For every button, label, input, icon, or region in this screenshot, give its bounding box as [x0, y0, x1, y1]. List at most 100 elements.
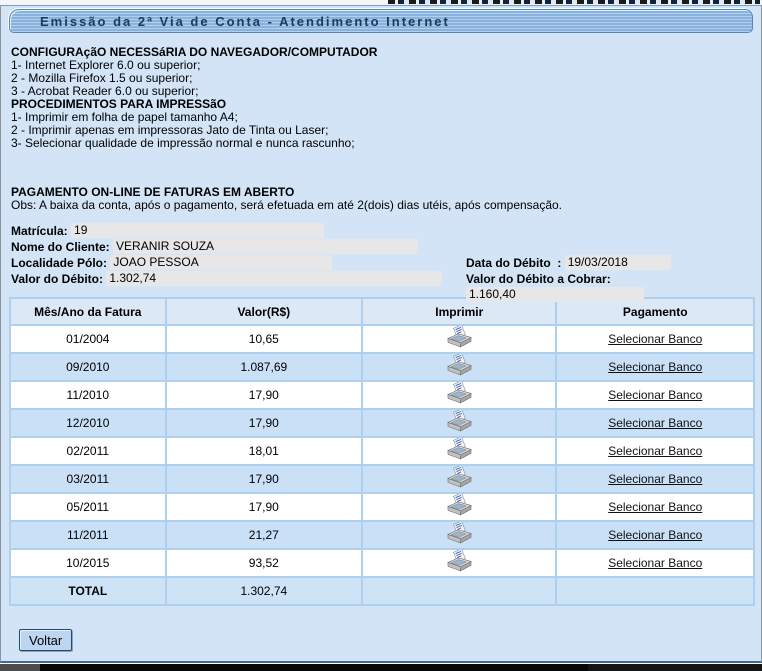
- instructions-block: CONFIGURAçãO NECESSáRIA DO NAVEGADOR/COM…: [11, 46, 761, 212]
- printer-icon[interactable]: [445, 436, 473, 462]
- print-heading: PROCEDIMENTOS PARA IMPRESSãO: [11, 97, 227, 111]
- table-row: 02/2011 18,01 Selecionar: [9, 436, 755, 466]
- divider: [0, 663, 762, 664]
- debit-value: 1.302,74: [106, 271, 443, 286]
- print-item: 2 - Imprimir apenas em impressoras Jato …: [11, 123, 329, 137]
- config-item: 3 - Acrobat Reader 6.0 ou superior;: [11, 84, 199, 98]
- debit-to-charge-value: 1.160,40: [466, 287, 644, 302]
- select-bank-link[interactable]: Selecionar Banco: [608, 472, 703, 486]
- payment-heading: PAGAMENTO ON-LINE DE FATURAS EM ABERTO: [11, 185, 295, 199]
- debit-date-group: Data do Débito : 19/03/2018: [466, 255, 671, 271]
- invoice-payment-cell: Selecionar Banco: [555, 408, 755, 438]
- printer-icon[interactable]: [445, 380, 473, 406]
- spacer: [11, 150, 761, 186]
- header-month: Mês/Ano da Fatura: [9, 297, 167, 326]
- invoice-payment-cell: Selecionar Banco: [555, 436, 755, 466]
- select-bank-link[interactable]: Selecionar Banco: [608, 444, 703, 458]
- locality-value: JOAO PESSOA: [110, 255, 333, 270]
- invoice-value-cell: 93,52: [164, 548, 364, 578]
- debit-date-label: Data do Débito :: [466, 256, 562, 270]
- printer-icon[interactable]: [445, 492, 473, 518]
- select-bank-link[interactable]: Selecionar Banco: [608, 332, 703, 346]
- table-row: 01/2004 10,65 Selecionar: [9, 324, 755, 354]
- matricula-label: Matrícula:: [11, 224, 68, 238]
- invoice-print-cell: [361, 324, 558, 354]
- table-row: 11/2011 21,27 Selecionar: [9, 520, 755, 550]
- print-item: 1- Imprimir em folha de papel tamanho A4…: [11, 110, 238, 124]
- table-row: 05/2011 17,90 Selecionar: [9, 492, 755, 522]
- invoice-value-cell: 17,90: [164, 380, 364, 410]
- page-title-bar: Emissão da 2ª Via de Conta - Atendimento…: [9, 9, 753, 33]
- invoice-value-cell: 17,90: [164, 408, 364, 438]
- printer-icon[interactable]: [445, 520, 473, 546]
- invoice-payment-cell: Selecionar Banco: [555, 492, 755, 522]
- locality-label: Localidade Pólo:: [11, 256, 108, 270]
- total-label: TOTAL: [9, 576, 167, 606]
- table-total-row: TOTAL 1.302,74: [9, 576, 755, 606]
- debit-to-charge-group: Valor do Débito a Cobrar: 1.160,40: [466, 271, 761, 303]
- invoice-payment-cell: Selecionar Banco: [555, 324, 755, 354]
- printer-icon[interactable]: [445, 324, 473, 350]
- page-body: Emissão da 2ª Via de Conta - Atendimento…: [0, 5, 762, 663]
- invoice-print-cell: [361, 408, 558, 438]
- invoice-print-cell: [361, 492, 558, 522]
- total-value: 1.302,74: [164, 576, 364, 606]
- invoice-print-cell: [361, 520, 558, 550]
- select-bank-link[interactable]: Selecionar Banco: [608, 556, 703, 570]
- invoice-value-cell: 18,01: [164, 436, 364, 466]
- config-heading: CONFIGURAçãO NECESSáRIA DO NAVEGADOR/COM…: [11, 45, 378, 59]
- locality-row: Localidade Pólo: JOAO PESSOA Data do Déb…: [11, 255, 761, 271]
- printer-icon[interactable]: [445, 408, 473, 434]
- invoice-month-cell: 11/2011: [9, 520, 167, 550]
- payment-note: Obs: A baixa da conta, após o pagamento,…: [11, 198, 563, 212]
- cutoff-text-marks: [388, 0, 760, 4]
- invoice-print-cell: [361, 352, 558, 382]
- customer-info: Matrícula: 19 Nome do Cliente: VERANIR S…: [11, 223, 761, 302]
- print-item: 3- Selecionar qualidade de impressão nor…: [11, 136, 355, 150]
- invoice-payment-cell: Selecionar Banco: [555, 520, 755, 550]
- select-bank-link[interactable]: Selecionar Banco: [608, 388, 703, 402]
- config-item: 1- Internet Explorer 6.0 ou superior;: [11, 58, 201, 72]
- page-title: Emissão da 2ª Via de Conta - Atendimento…: [40, 13, 450, 29]
- printer-icon[interactable]: [445, 548, 473, 574]
- printer-icon[interactable]: [445, 352, 473, 378]
- table-row: 09/2010 1.087,69 Selecion: [9, 352, 755, 382]
- debit-value-row: Valor do Débito: 1.302,74 Valor do Débit…: [11, 271, 761, 302]
- total-payment-cell-empty: [555, 576, 755, 606]
- invoice-month-cell: 02/2011: [9, 436, 167, 466]
- invoice-print-cell: [361, 548, 558, 578]
- invoice-month-cell: 01/2004: [9, 324, 167, 354]
- invoice-payment-cell: Selecionar Banco: [555, 380, 755, 410]
- config-item: 2 - Mozilla Firefox 1.5 ou superior;: [11, 71, 193, 85]
- back-button[interactable]: Voltar: [19, 629, 73, 651]
- matricula-row: Matrícula: 19: [11, 223, 761, 239]
- invoice-month-cell: 10/2015: [9, 548, 167, 578]
- invoice-month-cell: 05/2011: [9, 492, 167, 522]
- invoice-month-cell: 09/2010: [9, 352, 167, 382]
- invoice-value-cell: 10,65: [164, 324, 364, 354]
- header-print: Imprimir: [361, 297, 558, 326]
- matricula-value: 19: [71, 223, 325, 238]
- invoice-payment-cell: Selecionar Banco: [555, 464, 755, 494]
- footer-area: Voltar: [19, 629, 761, 651]
- header-value: Valor(R$): [164, 297, 364, 326]
- table-row: 11/2010 17,90 Selecionar: [9, 380, 755, 410]
- invoice-month-cell: 11/2010: [9, 380, 167, 410]
- total-print-cell-empty: [361, 576, 558, 606]
- table-row: 03/2011 17,90 Selecionar: [9, 464, 755, 494]
- select-bank-link[interactable]: Selecionar Banco: [608, 360, 703, 374]
- printer-icon[interactable]: [445, 464, 473, 490]
- taskbar-edge-strip: [0, 664, 762, 671]
- header-payment: Pagamento: [555, 297, 755, 326]
- invoice-table: Mês/Ano da Fatura Valor(R$) Imprimir Pag…: [9, 297, 755, 606]
- client-name-row: Nome do Cliente: VERANIR SOUZA: [11, 239, 761, 255]
- select-bank-link[interactable]: Selecionar Banco: [608, 528, 703, 542]
- select-bank-link[interactable]: Selecionar Banco: [608, 500, 703, 514]
- debit-to-charge-label: Valor do Débito a Cobrar:: [466, 272, 611, 286]
- debit-value-label: Valor do Débito:: [11, 272, 104, 286]
- invoice-payment-cell: Selecionar Banco: [555, 352, 755, 382]
- select-bank-link[interactable]: Selecionar Banco: [608, 416, 703, 430]
- cutoff-browser-text-strip: [0, 0, 762, 5]
- client-name-label: Nome do Cliente:: [11, 240, 110, 254]
